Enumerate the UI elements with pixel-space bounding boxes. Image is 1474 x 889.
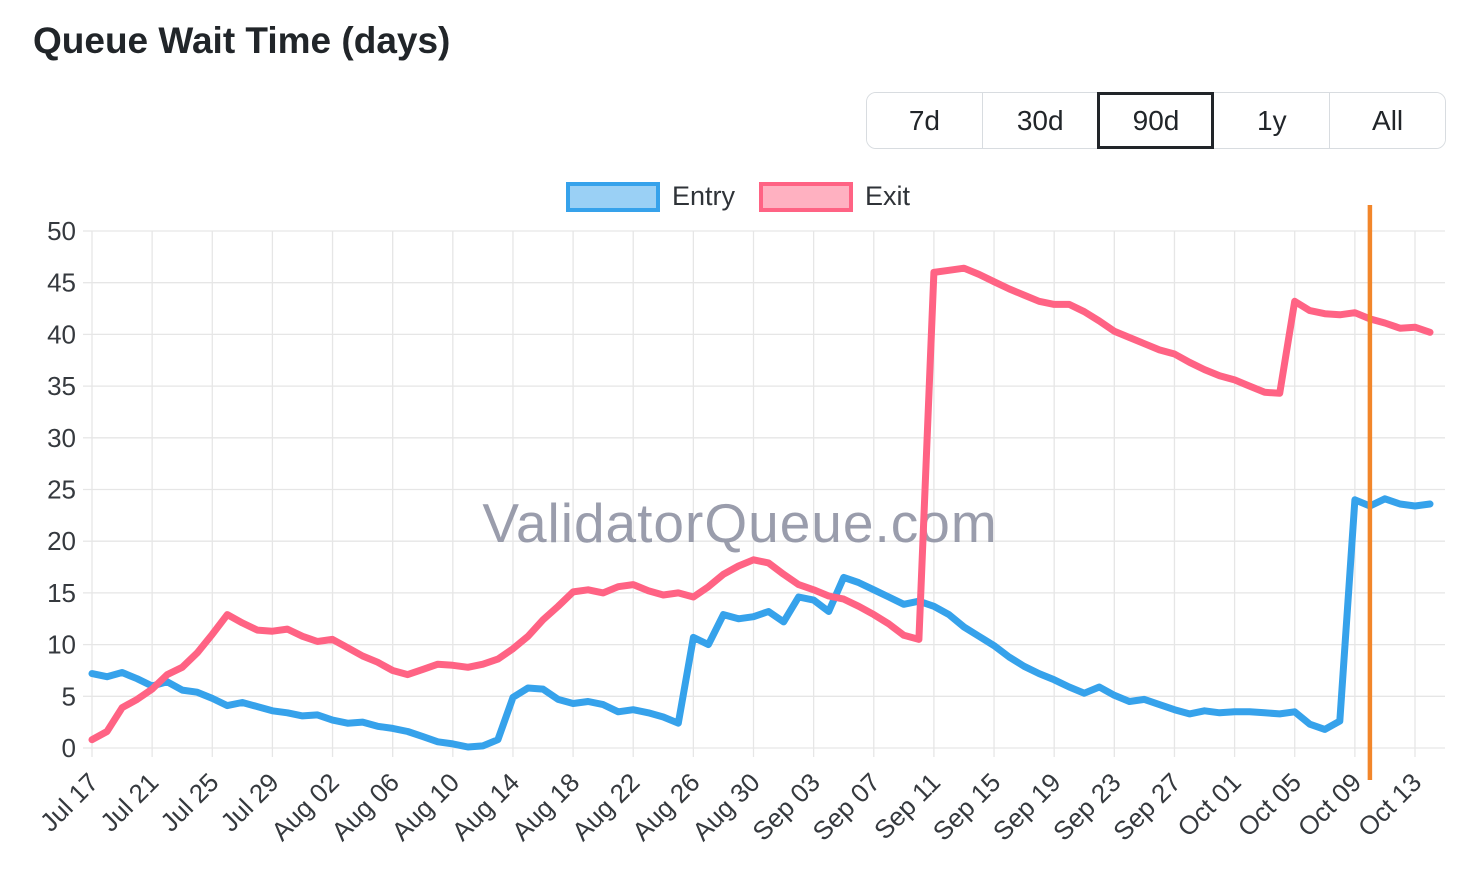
y-tick-label: 20: [47, 526, 76, 556]
y-tick-label: 10: [47, 630, 76, 660]
range-button-1y[interactable]: 1y: [1213, 93, 1330, 148]
x-tick-label: Sep 23: [1047, 767, 1126, 846]
x-tick-label: Aug 06: [325, 767, 404, 846]
y-tick-label: 40: [47, 319, 76, 349]
x-tick-label: Jul 21: [94, 767, 164, 837]
legend-item-exit[interactable]: Exit: [759, 181, 910, 212]
exit-line: [88, 264, 1434, 744]
y-tick-label: 30: [47, 423, 76, 453]
x-tick-label: Aug 14: [446, 767, 525, 846]
x-tick-label: Jul 25: [154, 767, 224, 837]
y-tick-label: 35: [47, 371, 76, 401]
x-tick-label: Sep 15: [927, 767, 1006, 846]
page-title: Queue Wait Time (days): [33, 20, 451, 61]
x-tick-label: Aug 26: [626, 767, 705, 846]
y-tick-label: 5: [62, 681, 76, 711]
watermark: ValidatorQueue.com: [482, 492, 997, 554]
range-button-7d[interactable]: 7d: [867, 93, 982, 148]
legend-item-entry[interactable]: Entry: [566, 181, 735, 212]
x-tick-label: Aug 10: [386, 767, 465, 846]
chart-legend: Entry Exit: [566, 181, 934, 212]
legend-swatch-entry: [566, 181, 660, 212]
legend-label-exit: Exit: [865, 181, 911, 211]
x-tick-label: Oct 13: [1352, 767, 1427, 842]
y-tick-label: 25: [47, 475, 76, 505]
y-tick-label: 0: [62, 733, 76, 763]
range-button-90d[interactable]: 90d: [1096, 92, 1215, 149]
legend-label-entry: Entry: [672, 181, 736, 211]
range-button-30d[interactable]: 30d: [981, 93, 1098, 148]
x-tick-label: Aug 02: [265, 767, 344, 846]
legend-swatch-exit: [759, 181, 854, 212]
x-tick-label: Jul 17: [34, 767, 104, 837]
y-tick-label: 50: [47, 216, 76, 246]
x-tick-label: Sep 07: [807, 767, 886, 846]
y-axis: 0 5 10 15 20 25 30 35 40 45 50: [47, 216, 1445, 763]
range-button-all[interactable]: All: [1329, 93, 1445, 148]
x-tick-label: Aug 18: [506, 767, 585, 846]
x-tick-label: Aug 22: [566, 767, 645, 846]
range-selector: 7d 30d 90d 1y All: [866, 92, 1446, 149]
x-tick-label: Sep 03: [746, 767, 825, 846]
x-tick-label: Sep 19: [987, 767, 1066, 846]
x-tick-label: Oct 09: [1292, 767, 1367, 842]
y-tick-label: 45: [47, 268, 76, 298]
x-tick-label: Oct 01: [1171, 767, 1246, 842]
x-tick-label: Aug 30: [686, 767, 765, 846]
y-tick-label: 15: [47, 578, 76, 608]
x-tick-label: Sep 27: [1107, 767, 1186, 846]
x-tick-label: Oct 05: [1232, 767, 1307, 842]
entry-line: [88, 495, 1434, 751]
